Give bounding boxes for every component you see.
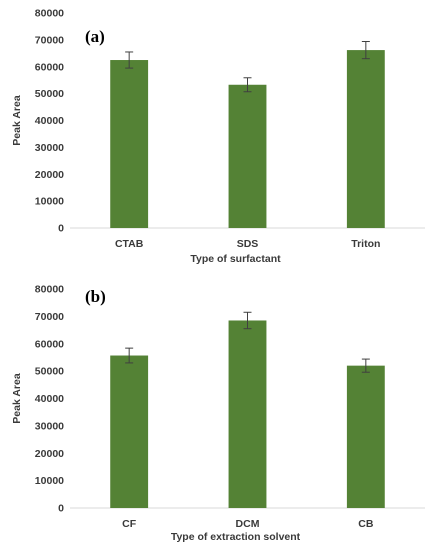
bar-dcm — [228, 320, 267, 508]
y-axis-title: Peak Area — [11, 95, 23, 146]
category-label: Triton — [351, 238, 380, 250]
x-axis-title: Type of extraction solvent — [171, 531, 301, 543]
bar-cf — [110, 355, 149, 508]
panel-label: (a) — [85, 27, 105, 46]
y-tick-label: 70000 — [35, 34, 64, 46]
y-tick-label: 80000 — [35, 284, 64, 296]
y-tick-label: 60000 — [35, 338, 64, 350]
category-label: DCM — [236, 518, 260, 530]
y-tick-label: 40000 — [35, 393, 64, 405]
chart-panel-b: 80000 70000 60000 50000 40000 30000 20000 10000… — [11, 284, 425, 543]
category-label: CF — [122, 518, 137, 530]
y-tick-label: 30000 — [35, 142, 64, 154]
y-tick-label: 60000 — [35, 61, 64, 73]
y-tick-label: 70000 — [35, 311, 64, 323]
bar-ctab — [110, 60, 149, 228]
chart-panel-a: 80000 70000 60000 50000 40000 30000 20000 10000… — [11, 8, 425, 265]
y-tick-label: 0 — [58, 503, 64, 515]
x-axis-title: Type of surfactant — [190, 253, 281, 265]
bar-cb — [346, 365, 385, 508]
y-tick-label: 10000 — [35, 196, 64, 208]
category-label: CTAB — [115, 238, 144, 250]
y-tick-label: 50000 — [35, 366, 64, 378]
y-tick-label: 0 — [58, 223, 64, 235]
bar-sds — [228, 84, 267, 228]
y-tick-label: 20000 — [35, 448, 64, 460]
y-tick-label: 20000 — [35, 169, 64, 181]
bar-triton — [346, 50, 385, 229]
panel-label: (b) — [85, 287, 106, 306]
y-tick-label: 80000 — [35, 8, 64, 20]
y-tick-label: 10000 — [35, 475, 64, 487]
category-label: CB — [358, 518, 374, 530]
category-label: SDS — [237, 238, 259, 250]
y-axis-title: Peak Area — [11, 373, 23, 424]
y-tick-label: 30000 — [35, 420, 64, 432]
y-tick-label: 40000 — [35, 115, 64, 127]
y-tick-label: 50000 — [35, 88, 64, 100]
